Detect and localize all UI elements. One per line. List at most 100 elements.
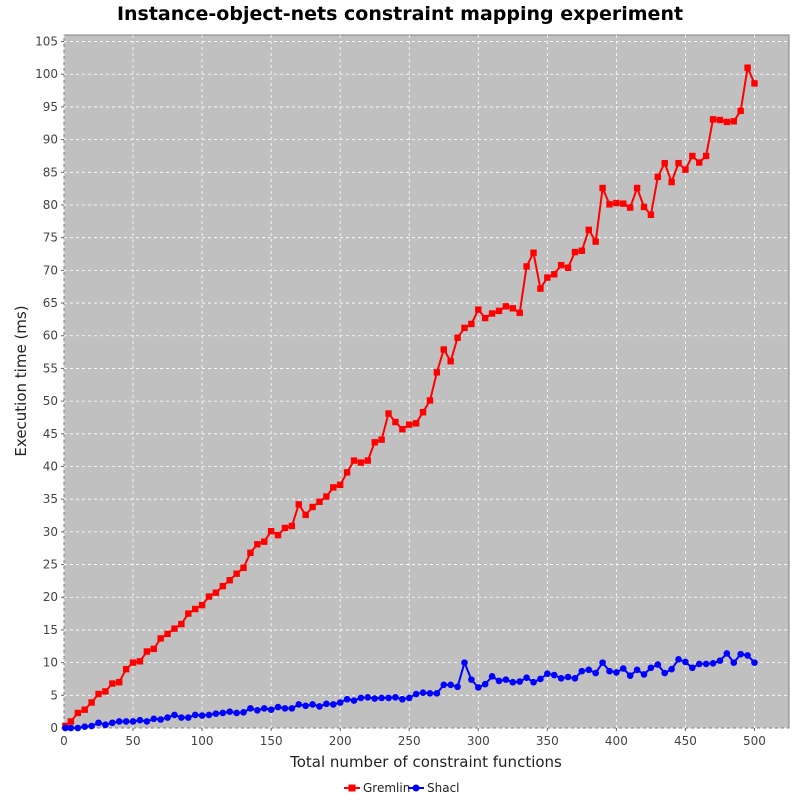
data-point-gremlin	[157, 635, 164, 642]
data-point-gremlin	[481, 314, 489, 322]
data-point-shacl	[592, 669, 599, 677]
y-tick-label: 75	[43, 231, 58, 245]
data-point-gremlin	[261, 538, 268, 545]
y-tick-label: 20	[43, 590, 58, 604]
data-point-shacl	[412, 690, 420, 698]
data-point-gremlin	[592, 238, 599, 245]
data-point-shacl	[730, 659, 738, 666]
data-point-gremlin	[150, 645, 157, 653]
data-point-gremlin	[530, 249, 537, 256]
data-point-shacl	[654, 661, 662, 668]
x-tick-label: 0	[60, 734, 68, 748]
data-point-shacl	[81, 723, 89, 730]
data-point-gremlin	[274, 531, 282, 539]
data-point-gremlin	[171, 625, 178, 632]
data-point-shacl	[212, 710, 220, 717]
data-point-shacl	[606, 667, 613, 675]
data-point-gremlin	[267, 528, 275, 535]
data-point-gremlin	[212, 589, 220, 596]
data-point-shacl	[74, 724, 82, 732]
data-point-shacl	[481, 680, 489, 688]
y-tick-label: 45	[43, 427, 58, 441]
data-point-shacl	[647, 664, 655, 672]
data-point-shacl	[129, 718, 137, 725]
data-point-gremlin	[191, 605, 199, 613]
data-point-shacl	[640, 671, 648, 678]
data-point-gremlin	[488, 310, 496, 317]
data-point-gremlin	[578, 247, 586, 254]
data-point-gremlin	[509, 305, 517, 312]
data-point-gremlin	[302, 511, 309, 519]
legend-marker-shacl	[412, 784, 420, 792]
data-point-shacl	[385, 694, 392, 702]
data-point-shacl	[578, 667, 586, 675]
x-tick-label: 450	[674, 734, 697, 748]
data-point-shacl	[709, 659, 717, 667]
data-point-gremlin	[122, 665, 130, 673]
y-tick-label: 80	[43, 198, 58, 212]
data-point-shacl	[364, 693, 372, 701]
data-point-shacl	[316, 703, 323, 710]
y-tick-label: 5	[50, 688, 58, 702]
data-point-gremlin	[364, 457, 372, 464]
x-tick-label: 100	[191, 734, 214, 748]
data-point-gremlin	[620, 200, 627, 207]
data-point-gremlin	[626, 204, 634, 211]
x-tick-label: 150	[260, 734, 283, 748]
data-point-gremlin	[440, 346, 447, 353]
data-point-shacl	[171, 711, 178, 719]
data-point-gremlin	[185, 610, 192, 617]
data-point-shacl	[619, 665, 627, 672]
data-point-shacl	[323, 700, 330, 708]
data-point-shacl	[564, 673, 572, 681]
data-point-gremlin	[233, 570, 240, 577]
data-point-shacl	[405, 694, 413, 702]
data-point-shacl	[350, 697, 358, 704]
data-point-shacl	[599, 659, 606, 666]
y-tick-label: 50	[43, 394, 58, 408]
data-point-shacl	[302, 702, 309, 710]
data-point-shacl	[343, 695, 351, 703]
data-point-shacl	[254, 707, 261, 714]
data-point-gremlin	[426, 397, 434, 404]
data-point-shacl	[509, 678, 517, 686]
data-point-shacl	[226, 708, 234, 715]
data-point-shacl	[751, 659, 758, 666]
data-point-shacl	[392, 693, 399, 701]
data-point-gremlin	[613, 199, 620, 207]
data-point-gremlin	[95, 690, 102, 698]
data-point-gremlin	[502, 303, 510, 310]
data-point-shacl	[668, 665, 675, 673]
data-point-gremlin	[109, 680, 116, 687]
data-point-shacl	[88, 722, 95, 730]
data-point-shacl	[626, 672, 634, 679]
data-point-shacl	[288, 705, 296, 712]
data-point-gremlin	[164, 630, 171, 638]
data-point-shacl	[336, 699, 344, 706]
data-point-gremlin	[675, 159, 682, 167]
y-tick-label: 10	[43, 656, 58, 670]
data-point-shacl	[723, 650, 731, 657]
data-point-gremlin	[454, 334, 461, 341]
y-tick-label: 30	[43, 525, 58, 539]
y-tick-label: 55	[43, 361, 58, 375]
data-point-shacl	[295, 701, 303, 708]
data-point-shacl	[495, 677, 503, 685]
data-point-shacl	[571, 675, 579, 682]
data-point-gremlin	[330, 484, 337, 491]
x-tick-label: 350	[536, 734, 559, 748]
data-point-gremlin	[412, 420, 420, 427]
data-point-gremlin	[544, 274, 551, 281]
data-point-shacl	[716, 657, 724, 664]
data-point-shacl	[419, 689, 427, 696]
data-point-gremlin	[564, 264, 572, 271]
data-point-gremlin	[689, 152, 696, 160]
data-point-shacl	[523, 674, 530, 681]
data-point-shacl	[744, 652, 751, 659]
data-point-shacl	[695, 660, 703, 668]
data-point-shacl	[102, 721, 109, 729]
data-point-gremlin	[288, 522, 296, 530]
data-point-shacl	[613, 669, 620, 676]
data-point-gremlin	[350, 457, 358, 464]
data-point-shacl	[329, 701, 337, 708]
